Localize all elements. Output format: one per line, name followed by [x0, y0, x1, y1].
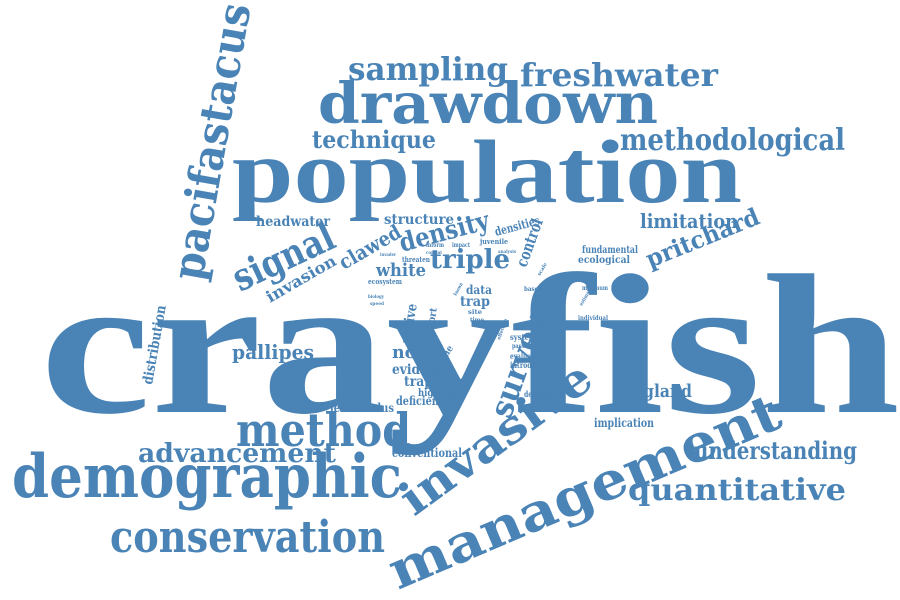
- word-based: based: [524, 286, 543, 293]
- word-analysis: analysis: [498, 249, 516, 255]
- word-current: current: [426, 250, 443, 256]
- word-inform: inform: [426, 242, 445, 249]
- word-structure: structure: [384, 212, 454, 228]
- word-juvenile: juvenile: [479, 237, 508, 246]
- word-demographic: demographic: [12, 442, 402, 512]
- word-implication: implication: [594, 416, 654, 430]
- word-technique: technique: [312, 125, 436, 154]
- word-drawdown: drawdown: [318, 71, 658, 137]
- word-native: native: [398, 302, 421, 344]
- word-england: england: [622, 381, 692, 402]
- word-white: white: [375, 260, 426, 281]
- word-headwater: headwater: [256, 214, 331, 230]
- word-sampling: sampling: [348, 50, 508, 88]
- word-passive: passive: [512, 343, 532, 350]
- word-pallipes: pallipes: [232, 340, 314, 364]
- word-impact: impact: [452, 242, 470, 249]
- word-novel: novel: [392, 342, 444, 363]
- word-data: data: [466, 283, 492, 297]
- word-advancement: advancement: [138, 439, 336, 469]
- word-minimum: minimum: [582, 285, 609, 292]
- word-highlight: highlight: [418, 388, 462, 399]
- word-understanding: understanding: [694, 436, 857, 465]
- word-deployment: deployment: [524, 389, 564, 399]
- word-individual: individual: [578, 315, 609, 322]
- word-method: method: [236, 403, 411, 457]
- word-ecological: ecological: [578, 255, 630, 266]
- word-site: site: [468, 309, 482, 316]
- word-system: system: [510, 332, 536, 342]
- word-speed: speed: [370, 301, 384, 307]
- word-biology: biology: [368, 294, 385, 300]
- word-effort: effort: [424, 307, 440, 337]
- word-evaluation: evaluation: [510, 351, 544, 361]
- word-trapping: trapping: [404, 374, 464, 390]
- word-threaten: threaten: [402, 255, 430, 264]
- word-quantitative: quantitative: [628, 473, 846, 508]
- word-triple: triple: [430, 245, 510, 275]
- word-deficiencies: deficiencies: [396, 394, 460, 408]
- word-crayfish: crayfish: [40, 235, 900, 456]
- word-limitation: limitation: [640, 209, 738, 233]
- word-robust: robust: [536, 313, 547, 331]
- word-introduce: introduce: [510, 360, 544, 370]
- word-invader: invader: [380, 252, 396, 258]
- word-population: population: [232, 123, 742, 222]
- word-conservation: conservation: [110, 512, 385, 563]
- word-trap: trap: [460, 294, 490, 310]
- word-methodological: methodological: [620, 123, 845, 158]
- word-freshwater: freshwater: [520, 56, 719, 94]
- word-evidence: evidence: [392, 362, 452, 378]
- word-ecosystem: ecosystem: [368, 277, 402, 286]
- word-fundamental: fundamental: [582, 245, 638, 256]
- word-leniusculus: leniusculus: [330, 401, 394, 415]
- word-time: time: [470, 317, 484, 324]
- word-conventional: conventional: [392, 446, 462, 460]
